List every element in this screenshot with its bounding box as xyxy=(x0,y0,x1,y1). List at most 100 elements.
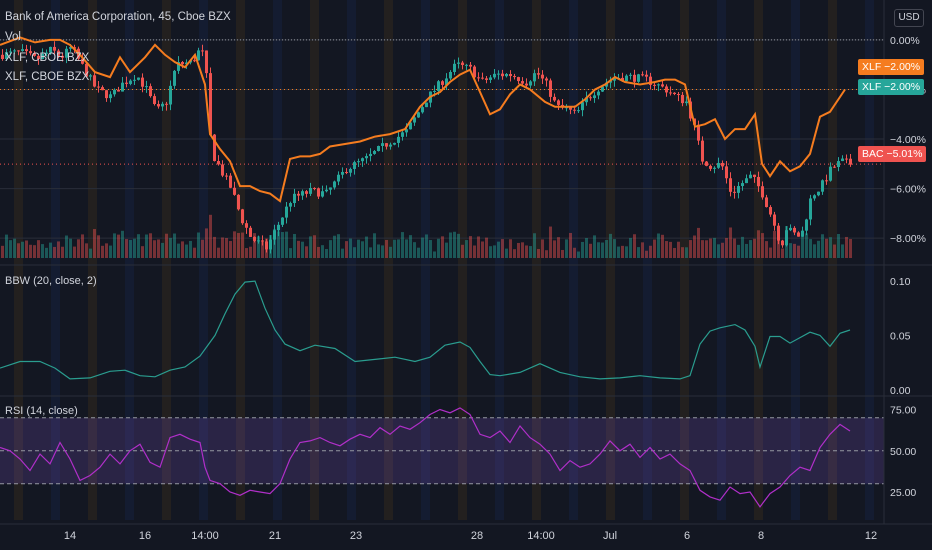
candle-body xyxy=(373,151,376,154)
volume-bar xyxy=(169,237,172,258)
volume-bar xyxy=(681,247,684,258)
volume-bar xyxy=(317,246,320,258)
volume-bar xyxy=(217,247,220,258)
candle-body xyxy=(173,70,176,86)
rsi-tick-label: 25.00 xyxy=(890,487,916,499)
candle-body xyxy=(709,165,712,169)
compare-legend-1[interactable]: XLF, CBOE BZX xyxy=(5,52,90,64)
volume-bar xyxy=(89,248,92,258)
volume-bar xyxy=(361,241,364,258)
candle-body xyxy=(13,50,16,52)
price-gridlines xyxy=(0,39,884,239)
bbw-tick-label: 0.10 xyxy=(890,276,911,288)
volume-bar xyxy=(461,244,464,258)
session-stripe xyxy=(754,0,763,520)
candle-body xyxy=(225,175,228,177)
session-stripe xyxy=(162,0,171,520)
candle-body xyxy=(193,60,196,62)
candle-body xyxy=(313,187,316,189)
candle-body xyxy=(661,84,664,87)
volume-bar xyxy=(513,249,516,258)
volume-bar xyxy=(17,243,20,258)
candle-body xyxy=(769,207,772,215)
candle-body xyxy=(421,107,424,113)
time-tick-label: 28 xyxy=(471,530,483,542)
compare-legend-2[interactable]: XLF, CBOE BZX xyxy=(5,71,90,83)
volume-bar xyxy=(477,236,480,258)
volume-bar xyxy=(81,234,84,258)
candle-body xyxy=(157,104,160,107)
volume-bar xyxy=(525,245,528,258)
candle-body xyxy=(321,191,324,197)
candle-body xyxy=(669,92,672,94)
candle-body xyxy=(133,79,136,81)
candle-body xyxy=(385,143,388,147)
candle-body xyxy=(93,75,96,87)
volume-bar xyxy=(57,241,60,258)
candle-body xyxy=(745,178,748,184)
candle-body xyxy=(25,49,28,52)
candle-body xyxy=(345,171,348,173)
volume-bar xyxy=(565,239,568,258)
volume-bar xyxy=(705,240,708,258)
volume-bar xyxy=(817,240,820,258)
candle-body xyxy=(349,168,352,173)
time-tick-label: 6 xyxy=(684,530,690,542)
session-stripe xyxy=(310,0,319,520)
xlf-price-badge-2: XLF −2.00% xyxy=(858,79,925,95)
candle-body xyxy=(89,75,92,77)
volume-bar xyxy=(601,242,604,258)
session-stripe xyxy=(125,0,134,520)
time-tick-label: Jul xyxy=(603,530,617,542)
volume-bar xyxy=(773,230,776,258)
candle-body xyxy=(305,191,308,194)
volume-bar xyxy=(61,246,64,258)
symbol-title[interactable]: Bank of America Corporation, 45, Cboe BZ… xyxy=(5,11,231,23)
candle-body xyxy=(21,49,24,51)
session-stripe xyxy=(717,0,726,520)
time-tick-label: 23 xyxy=(350,530,362,542)
volume-bar xyxy=(673,247,676,258)
candle-body xyxy=(597,91,600,96)
volume-bar xyxy=(665,241,668,258)
volume-bar xyxy=(729,227,732,258)
candle-body xyxy=(357,161,360,163)
rsi-pane: 75.00 50.00 25.00 RSI (14, close) xyxy=(0,405,916,508)
volume-bar xyxy=(689,240,692,258)
time-tick-label: 14:00 xyxy=(527,530,555,542)
volume-legend[interactable]: Vol xyxy=(5,31,21,43)
candle-body xyxy=(613,78,616,81)
volume-bar xyxy=(161,242,164,258)
candle-body xyxy=(849,158,852,165)
candle-body xyxy=(525,83,528,86)
volume-bar xyxy=(65,235,68,258)
candle-body xyxy=(405,129,408,133)
candle-body xyxy=(309,187,312,194)
candle-body xyxy=(585,97,588,103)
volume-bar xyxy=(501,239,504,258)
volume-bar xyxy=(97,235,100,258)
session-stripe xyxy=(458,0,467,520)
volume-bar xyxy=(285,231,288,258)
candle-body xyxy=(297,193,300,196)
volume-bar xyxy=(701,240,704,258)
candle-body xyxy=(381,143,384,147)
volume-bar xyxy=(685,247,688,258)
currency-button[interactable]: USD xyxy=(894,9,924,27)
candle-body xyxy=(293,193,296,204)
candle-body xyxy=(417,112,420,118)
bbw-line xyxy=(0,280,851,380)
volume-bar xyxy=(661,234,664,258)
candle-body xyxy=(109,94,112,99)
volume-bar xyxy=(449,232,452,258)
candle-body xyxy=(621,77,624,82)
volume-bar xyxy=(225,238,228,258)
candle-body xyxy=(505,73,508,77)
candle-body xyxy=(793,227,796,233)
candle-body xyxy=(501,73,504,77)
candle-body xyxy=(829,166,832,181)
volume-bar xyxy=(145,234,148,258)
candle-body xyxy=(773,214,776,226)
volume-bar xyxy=(393,239,396,258)
candle-body xyxy=(281,217,284,225)
